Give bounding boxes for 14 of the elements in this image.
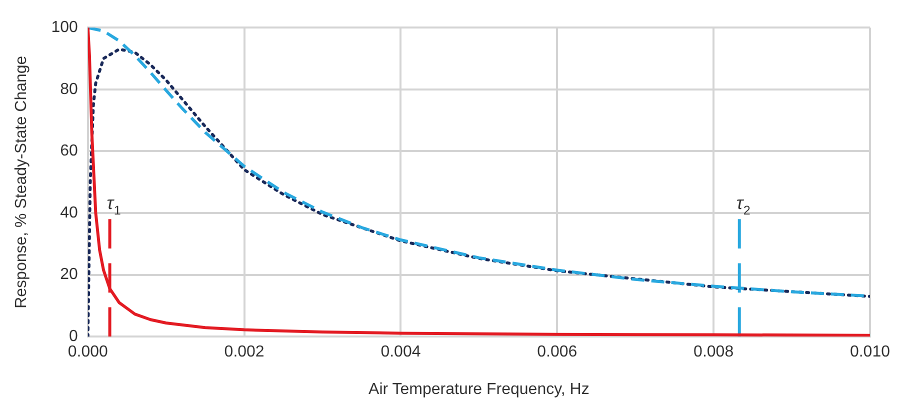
y-tick-label: 60 bbox=[60, 142, 78, 160]
y-tick-label: 40 bbox=[60, 204, 78, 222]
x-tick-label: 0.002 bbox=[224, 344, 264, 361]
y-axis-title: Response, % Steady-State Change bbox=[13, 56, 30, 308]
y-tick-label: 0 bbox=[68, 328, 78, 346]
x-axis-title: Air Temperature Frequency, Hz bbox=[368, 380, 590, 398]
y-tick-label: 80 bbox=[60, 80, 78, 98]
x-tick-label: 0.004 bbox=[380, 344, 421, 361]
y-tick-label: 20 bbox=[60, 266, 78, 284]
x-tick-label: 0.000 bbox=[68, 344, 108, 361]
x-tick-label: 0.010 bbox=[850, 344, 890, 361]
x-tick-label: 0.006 bbox=[537, 344, 578, 361]
y-tick-label: 100 bbox=[51, 19, 78, 36]
x-tick-label: 0.008 bbox=[694, 344, 734, 361]
